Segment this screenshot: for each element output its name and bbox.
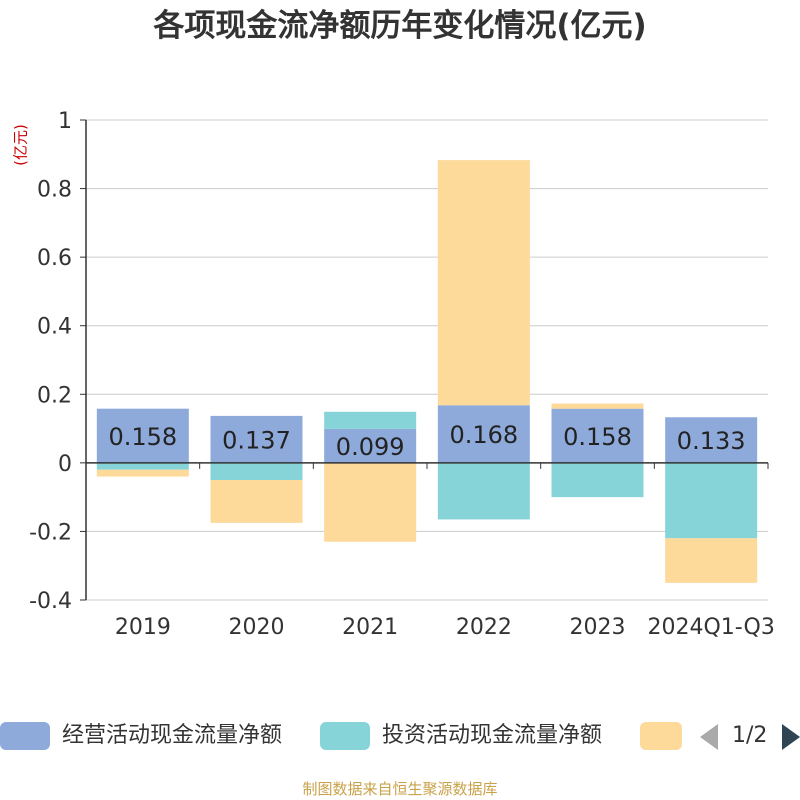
pager-prev-icon[interactable]	[700, 724, 718, 750]
y-tick-label: 0	[58, 452, 72, 477]
x-tick-label: 2020	[229, 615, 285, 640]
bar-series-1-2023[interactable]	[551, 462, 644, 498]
bar-series-0-2020[interactable]	[210, 415, 303, 463]
legend: 经营活动现金流量净额 投资活动现金流量净额 1/2	[0, 714, 800, 754]
bar-value-label: 0.137	[222, 426, 291, 454]
y-tick-label: -0.4	[29, 589, 72, 614]
bar-series-1-2021[interactable]	[324, 411, 417, 429]
bar-series-2-2019[interactable]	[96, 469, 189, 477]
x-tick-label: 2021	[342, 615, 398, 640]
bar-value-label: 0.168	[449, 421, 518, 449]
source-note: 制图数据来自恒生聚源数据库	[302, 780, 498, 798]
bar-series-1-2024Q1-Q3[interactable]	[665, 462, 758, 539]
bar-value-label: 0.158	[563, 423, 632, 451]
y-tick-label: 1	[58, 109, 72, 134]
bar-series-2-2022[interactable]	[437, 160, 530, 406]
bar-value-label: 0.158	[108, 423, 177, 451]
bar-series-2-2021[interactable]	[324, 462, 417, 542]
y-tick-label: 0.6	[37, 246, 72, 271]
y-tick-label: 0.8	[37, 178, 72, 203]
bar-series-1-2022[interactable]	[437, 462, 530, 520]
x-tick-label: 2019	[115, 615, 171, 640]
bar-series-0-2021[interactable]	[324, 428, 417, 463]
legend-swatch-third	[640, 722, 682, 750]
chart-title: 各项现金流净额历年变化情况(亿元)	[153, 8, 647, 44]
legend-swatch-investing	[320, 722, 370, 750]
pager-text: 1/2	[732, 723, 768, 748]
bar-series-1-2020[interactable]	[210, 462, 303, 480]
bar-series-0-2023[interactable]	[551, 408, 644, 463]
bar-value-label: 0.133	[677, 427, 746, 455]
x-tick-label: 2022	[456, 615, 512, 640]
bar-series-2-2020[interactable]	[210, 480, 303, 523]
bar-series-2-2023[interactable]	[551, 403, 644, 409]
y-tick-label: 0.4	[37, 315, 72, 340]
y-tick-label: -0.2	[29, 520, 72, 545]
y-tick-label: 0.2	[37, 383, 72, 408]
bar-series-0-2022[interactable]	[437, 405, 530, 463]
legend-label-operating: 经营活动现金流量净额	[62, 723, 283, 748]
x-tick-label: 2023	[570, 615, 626, 640]
pager-next-icon[interactable]	[782, 724, 800, 750]
bar-series-1-2019[interactable]	[96, 462, 189, 470]
legend-label-investing: 投资活动现金流量净额	[382, 723, 603, 748]
legend-swatch-operating	[0, 722, 50, 750]
x-tick-label: 2024Q1-Q3	[647, 615, 774, 640]
bar-value-label: 0.099	[336, 433, 405, 461]
bar-series-0-2024Q1-Q3[interactable]	[665, 417, 758, 463]
bar-series-2-2024Q1-Q3[interactable]	[665, 538, 758, 583]
bar-series-0-2019[interactable]	[96, 408, 189, 463]
